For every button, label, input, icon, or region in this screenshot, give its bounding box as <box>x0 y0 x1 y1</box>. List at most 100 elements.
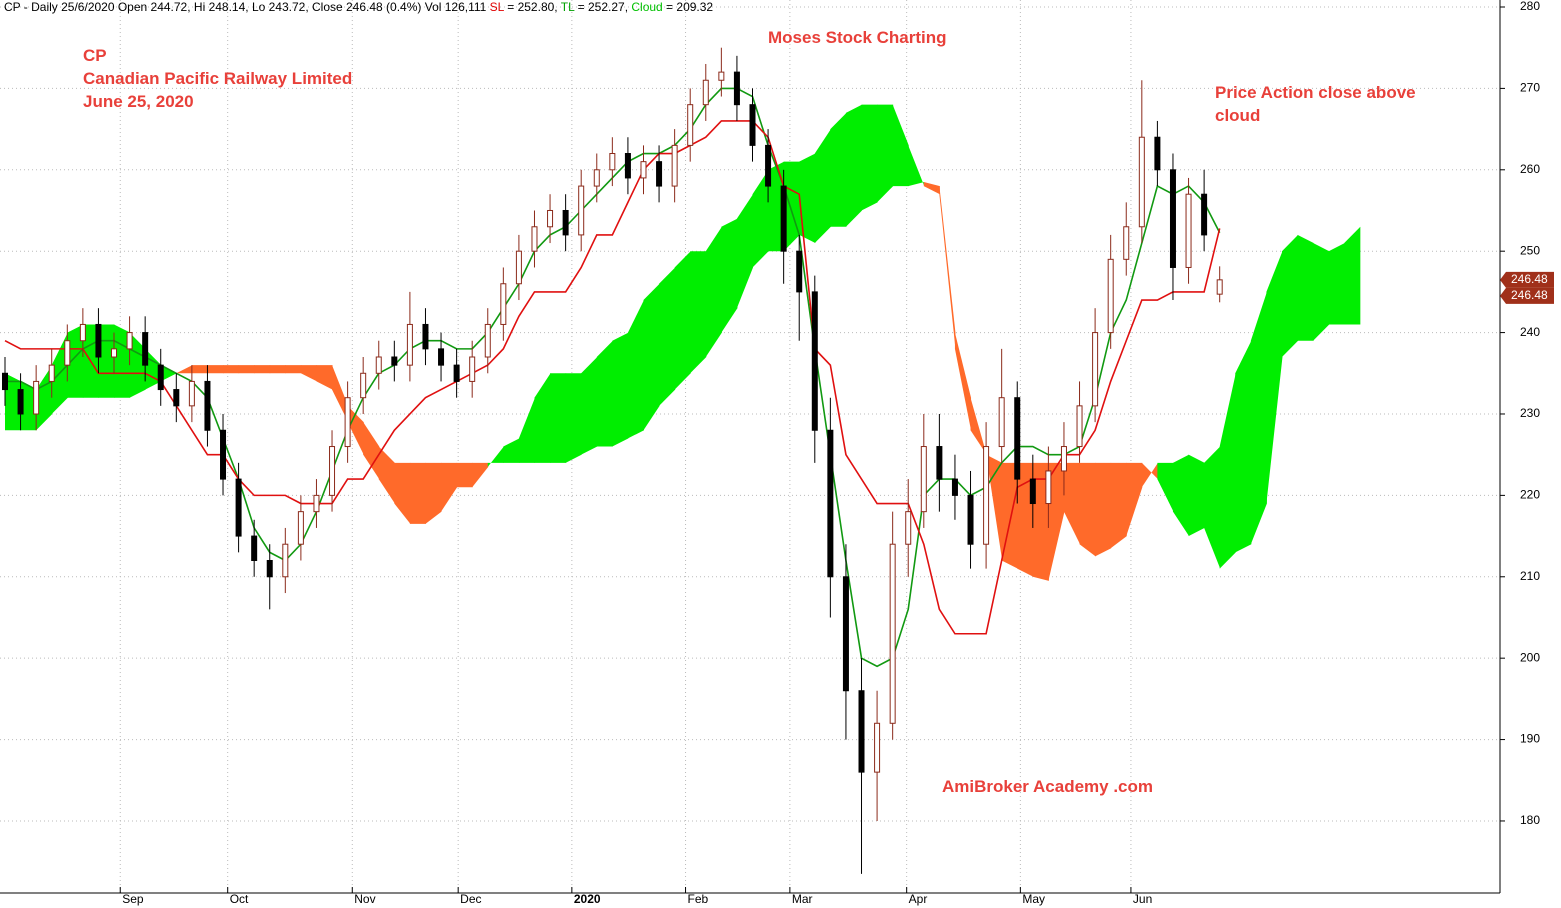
candle-body <box>251 535 258 561</box>
cloud-segment <box>425 462 442 524</box>
cloud-segment <box>892 104 909 187</box>
candle-body <box>827 429 834 578</box>
y-tick-label: 260 <box>1520 162 1540 176</box>
y-tick-label: 220 <box>1520 488 1540 502</box>
candle-body <box>702 79 709 106</box>
candle-body <box>1076 405 1083 448</box>
cloud-segment <box>752 169 769 268</box>
candle-body <box>609 153 616 171</box>
y-tick-label: 210 <box>1520 569 1540 583</box>
cloud-segment <box>768 161 785 252</box>
cloud-segment <box>1328 243 1345 325</box>
candle-body <box>842 576 849 692</box>
cloud-segment <box>565 373 582 463</box>
price-tag-label: 246.48 <box>1511 288 1548 302</box>
annotation: Canadian Pacific Railway Limited <box>83 69 352 88</box>
cloud-segment <box>472 462 489 488</box>
cloud-segment <box>1032 462 1049 581</box>
candle-body <box>1123 226 1130 260</box>
candle-body <box>469 356 476 382</box>
price-tag <box>1500 271 1554 288</box>
candle-body <box>126 332 133 350</box>
cloud-segment <box>1157 462 1174 512</box>
cloud-segment <box>550 373 567 463</box>
cloud-segment <box>939 186 956 349</box>
x-tick-label: Apr <box>909 892 928 906</box>
y-tick-label: 270 <box>1520 81 1540 95</box>
x-tick-label: May <box>1022 892 1045 906</box>
cloud-segment <box>1110 462 1127 549</box>
header-part: = 252.27, <box>574 0 631 14</box>
candle-body <box>235 478 242 537</box>
candle-body <box>282 543 289 578</box>
candle-body <box>17 389 24 415</box>
candle-body <box>874 722 881 773</box>
cloud-segment <box>67 324 84 398</box>
cloud-segment <box>1188 454 1205 537</box>
candle-body <box>360 372 367 399</box>
annotation: CP <box>83 46 107 65</box>
cloud-segment <box>1095 462 1112 557</box>
annotation: Moses Stock Charting <box>768 28 947 47</box>
cloud-segment <box>1141 462 1158 488</box>
cloud-segment <box>316 365 333 390</box>
candle-body <box>1201 193 1208 236</box>
header-part: CP - Daily 25/6/2020 Open 244.72, Hi 248… <box>4 0 490 14</box>
candle-body <box>1107 258 1114 334</box>
candle-body <box>329 446 336 496</box>
candle-body <box>1014 397 1021 480</box>
cloud-segment <box>1219 373 1236 569</box>
candle-body <box>266 559 273 578</box>
axes: 180 190 200 210 220 230 240 250 260 270 280 Sep Oct N… <box>119 0 1554 906</box>
annotation: June 25, 2020 <box>83 92 194 111</box>
y-tick-label: 230 <box>1520 406 1540 420</box>
cloud-segment <box>285 365 302 374</box>
candle-body <box>983 446 990 545</box>
cloud-segment <box>612 332 629 447</box>
candle-body <box>1216 279 1223 295</box>
cloud-segment <box>1048 462 1065 581</box>
candle-body <box>531 226 538 252</box>
candle-body <box>515 250 522 285</box>
candle-body <box>438 348 445 366</box>
cloud-segment <box>347 405 364 455</box>
candle-body <box>656 161 663 187</box>
header-part: = 252.80, <box>504 0 561 14</box>
candle-body <box>1169 169 1176 268</box>
x-tick-label: Dec <box>460 892 481 906</box>
candle-body <box>188 380 195 407</box>
candle-body <box>905 511 912 545</box>
x-tick-label: 2020 <box>574 892 601 906</box>
candle-body <box>920 446 927 513</box>
cloud-segment <box>363 422 380 480</box>
candle-body <box>48 364 55 382</box>
candle-body <box>624 153 631 179</box>
cloud-segment <box>20 381 37 431</box>
cloud-segment <box>1281 234 1299 358</box>
candle-body <box>578 185 585 236</box>
cloud-segment <box>923 182 940 195</box>
cloud-segment <box>581 357 598 455</box>
candle-body <box>718 71 725 81</box>
candle-body <box>765 144 772 187</box>
candles <box>2 47 1223 874</box>
cloud-segment <box>238 365 255 374</box>
candle-body <box>889 543 896 724</box>
candle-body <box>1092 332 1099 407</box>
candle-body <box>1060 446 1067 472</box>
candle-body <box>687 104 694 146</box>
candle-body <box>500 283 507 325</box>
cloud-segment <box>332 365 349 423</box>
cloud-segment <box>814 129 831 244</box>
cloud-segment <box>1313 243 1330 341</box>
candle-body <box>79 323 86 342</box>
candle-body <box>562 209 569 236</box>
candle-body <box>297 511 304 545</box>
candle-body <box>1138 136 1145 228</box>
cloud-segment <box>596 340 613 447</box>
cloud-segment <box>830 112 847 227</box>
x-tick-label: Nov <box>354 892 375 906</box>
candle-body <box>33 380 40 415</box>
x-tick-label: Sep <box>122 892 144 906</box>
